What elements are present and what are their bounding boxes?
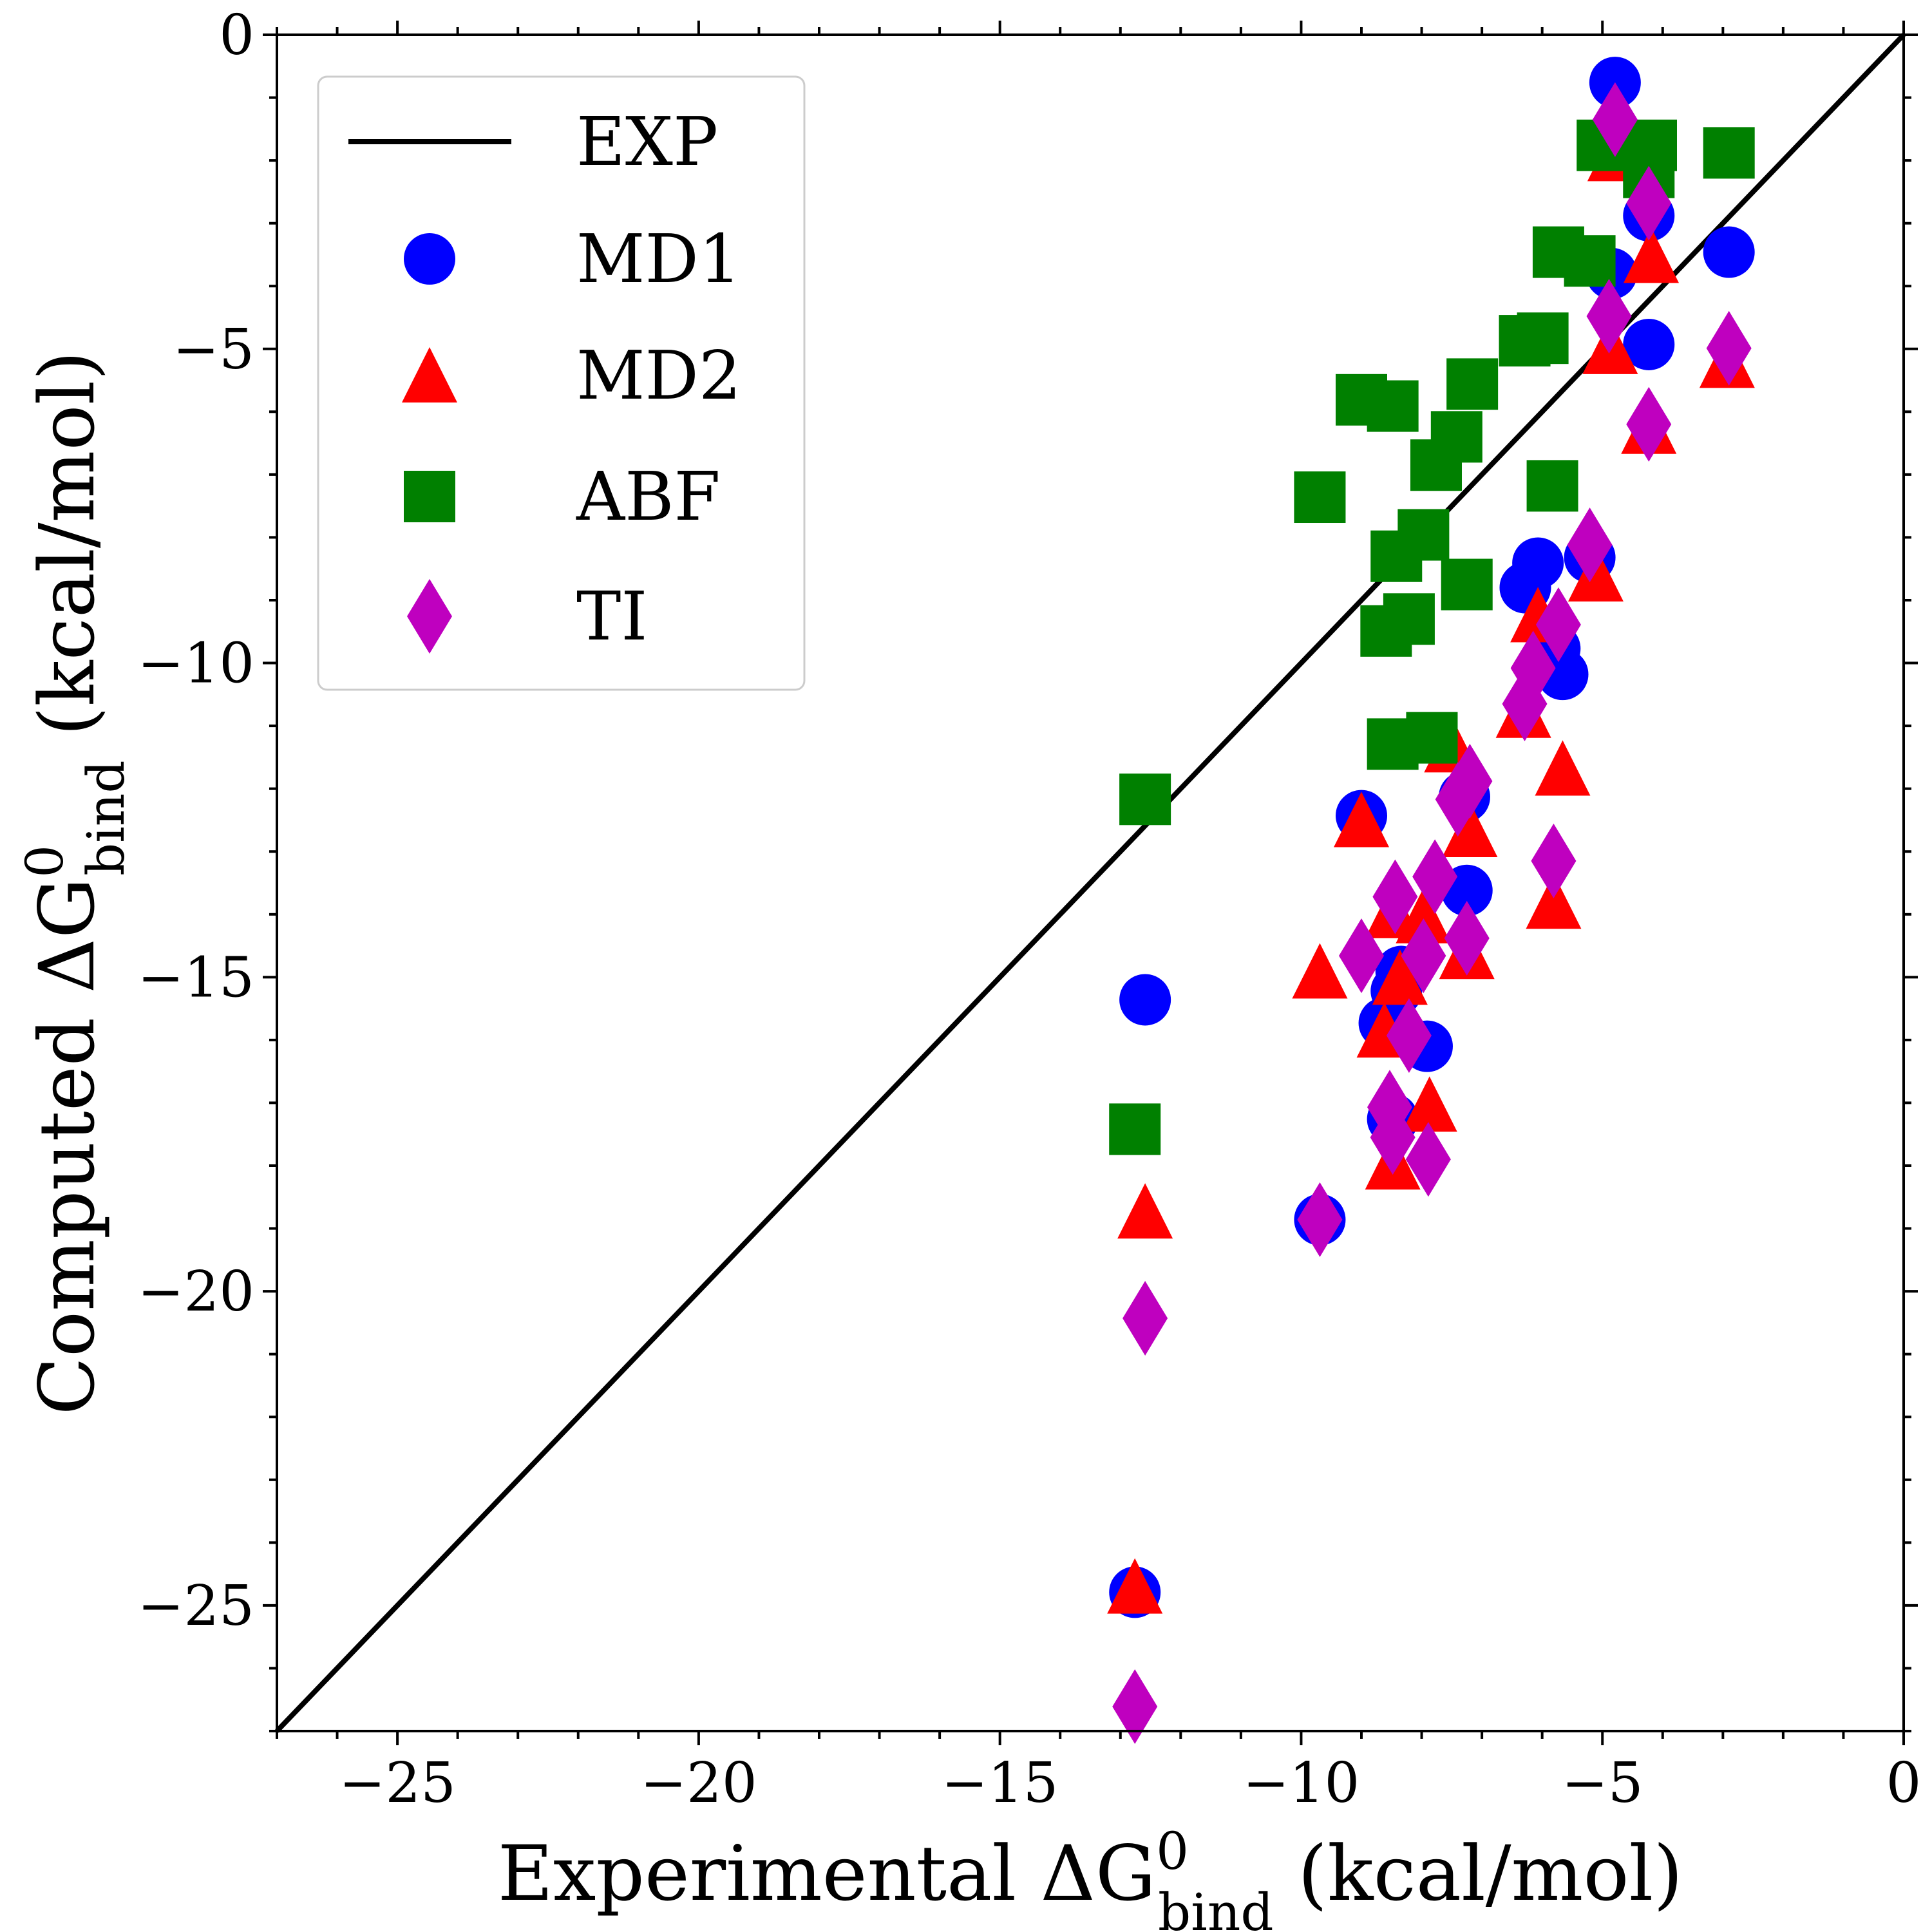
exp-reference-line [275, 33, 1906, 1733]
md2-point [1535, 740, 1591, 796]
x-tick-label: 0 [1886, 1751, 1922, 1815]
abf-point [1383, 593, 1435, 645]
md2-point [1107, 1558, 1163, 1614]
series-ti [1112, 82, 1752, 1744]
md2-point [1292, 943, 1348, 999]
abf-point [1564, 235, 1616, 287]
md2-point [1334, 791, 1389, 848]
y-axis-label-unit: (kcal/mol) [23, 351, 111, 761]
ti-point [1370, 1100, 1416, 1175]
legend-label-abf: ABF [576, 457, 721, 536]
legend-label-md2: MD2 [576, 336, 741, 415]
abf-point [1441, 558, 1493, 611]
ti-point [1502, 666, 1548, 741]
abf-point [1406, 712, 1458, 764]
md2-point [1526, 873, 1582, 929]
x-axis-label-main: Experimental ΔG [498, 1829, 1156, 1918]
abf-point [1119, 773, 1171, 826]
ti-point [1405, 1122, 1451, 1197]
md1-point [1119, 974, 1171, 1026]
y-tick-label: −10 [138, 632, 255, 696]
legend-md1-marker [404, 233, 455, 285]
axis-ticks: −25 −20 −15 −10 −5 0 −25 −20 −15 −10 −5 0 [138, 3, 1922, 1815]
x-tick-label: −20 [640, 1751, 757, 1815]
md2-point [1396, 887, 1452, 943]
ti-point [1444, 900, 1490, 976]
legend-label-exp: EXP [576, 102, 718, 181]
ti-point [1586, 279, 1632, 354]
ti-point [1297, 1182, 1343, 1257]
x-tick-label: −25 [339, 1751, 456, 1815]
abf-point [1446, 358, 1499, 410]
ti-point [1372, 859, 1418, 934]
ti-point [1531, 823, 1577, 898]
abf-point [1517, 312, 1569, 365]
md2-point [1442, 802, 1498, 858]
md2-point [1624, 227, 1680, 283]
x-axis-label: Experimental ΔG0 bind (kcal/mol) [498, 1821, 1683, 1932]
legend: EXP MD1 MD2 ABF TI [317, 75, 806, 691]
x-tick-label: −5 [1562, 1751, 1643, 1815]
legend-abf-marker [404, 471, 455, 522]
legend-label-ti: TI [576, 577, 647, 656]
x-tick-label: −10 [1243, 1751, 1360, 1815]
x-axis-label-sup: 0 [1156, 1821, 1189, 1881]
md2-point [1401, 1076, 1457, 1132]
x-tick-label: −15 [942, 1751, 1059, 1815]
ti-point [1567, 507, 1613, 583]
md2-point [1117, 1183, 1173, 1239]
axes-frame [276, 33, 1905, 1732]
legend-label-md1: MD1 [576, 220, 741, 298]
plot-area [275, 33, 1906, 1744]
abf-point [1526, 460, 1578, 512]
y-axis-label: Computed ΔG0bind (kcal/mol) [15, 351, 136, 1416]
ti-point [1339, 918, 1384, 994]
legend-md2-marker [402, 347, 457, 402]
ti-point [1122, 1281, 1168, 1356]
abf-point [1370, 530, 1423, 582]
x-axis-label-unit: (kcal/mol) [1274, 1829, 1683, 1918]
abf-point [1703, 127, 1755, 179]
ti-point [1386, 998, 1432, 1074]
md1-point [1703, 226, 1755, 278]
ti-point [1435, 762, 1481, 837]
ti-point [1412, 839, 1458, 914]
y-tick-label: 0 [219, 3, 254, 68]
ti-point [1401, 918, 1446, 994]
y-tick-label: −25 [138, 1574, 255, 1638]
legend-box [317, 75, 806, 691]
x-axis-label-sub: bind [1158, 1882, 1274, 1932]
ti-point [1112, 1669, 1158, 1744]
abf-point [1410, 439, 1463, 491]
md2-point [1372, 949, 1428, 1005]
y-tick-label: −15 [138, 945, 255, 1010]
y-tick-label: −5 [173, 317, 254, 382]
ti-point [1626, 166, 1672, 241]
md2-point [1567, 546, 1624, 602]
abf-point [1367, 380, 1419, 432]
ti-point [1706, 310, 1752, 386]
y-axis-label-sub: bind [76, 760, 136, 876]
y-axis-label-main: Computed ΔG [23, 878, 111, 1416]
y-axis-label-sup: 0 [15, 845, 75, 878]
ti-point [1535, 587, 1581, 663]
abf-point [1294, 471, 1346, 524]
legend-ti-marker [407, 579, 452, 654]
ti-point [1626, 386, 1672, 462]
ti-point [1592, 82, 1638, 157]
md1-point [1623, 318, 1675, 370]
y-tick-label: −20 [138, 1260, 255, 1324]
abf-point [1109, 1103, 1161, 1155]
